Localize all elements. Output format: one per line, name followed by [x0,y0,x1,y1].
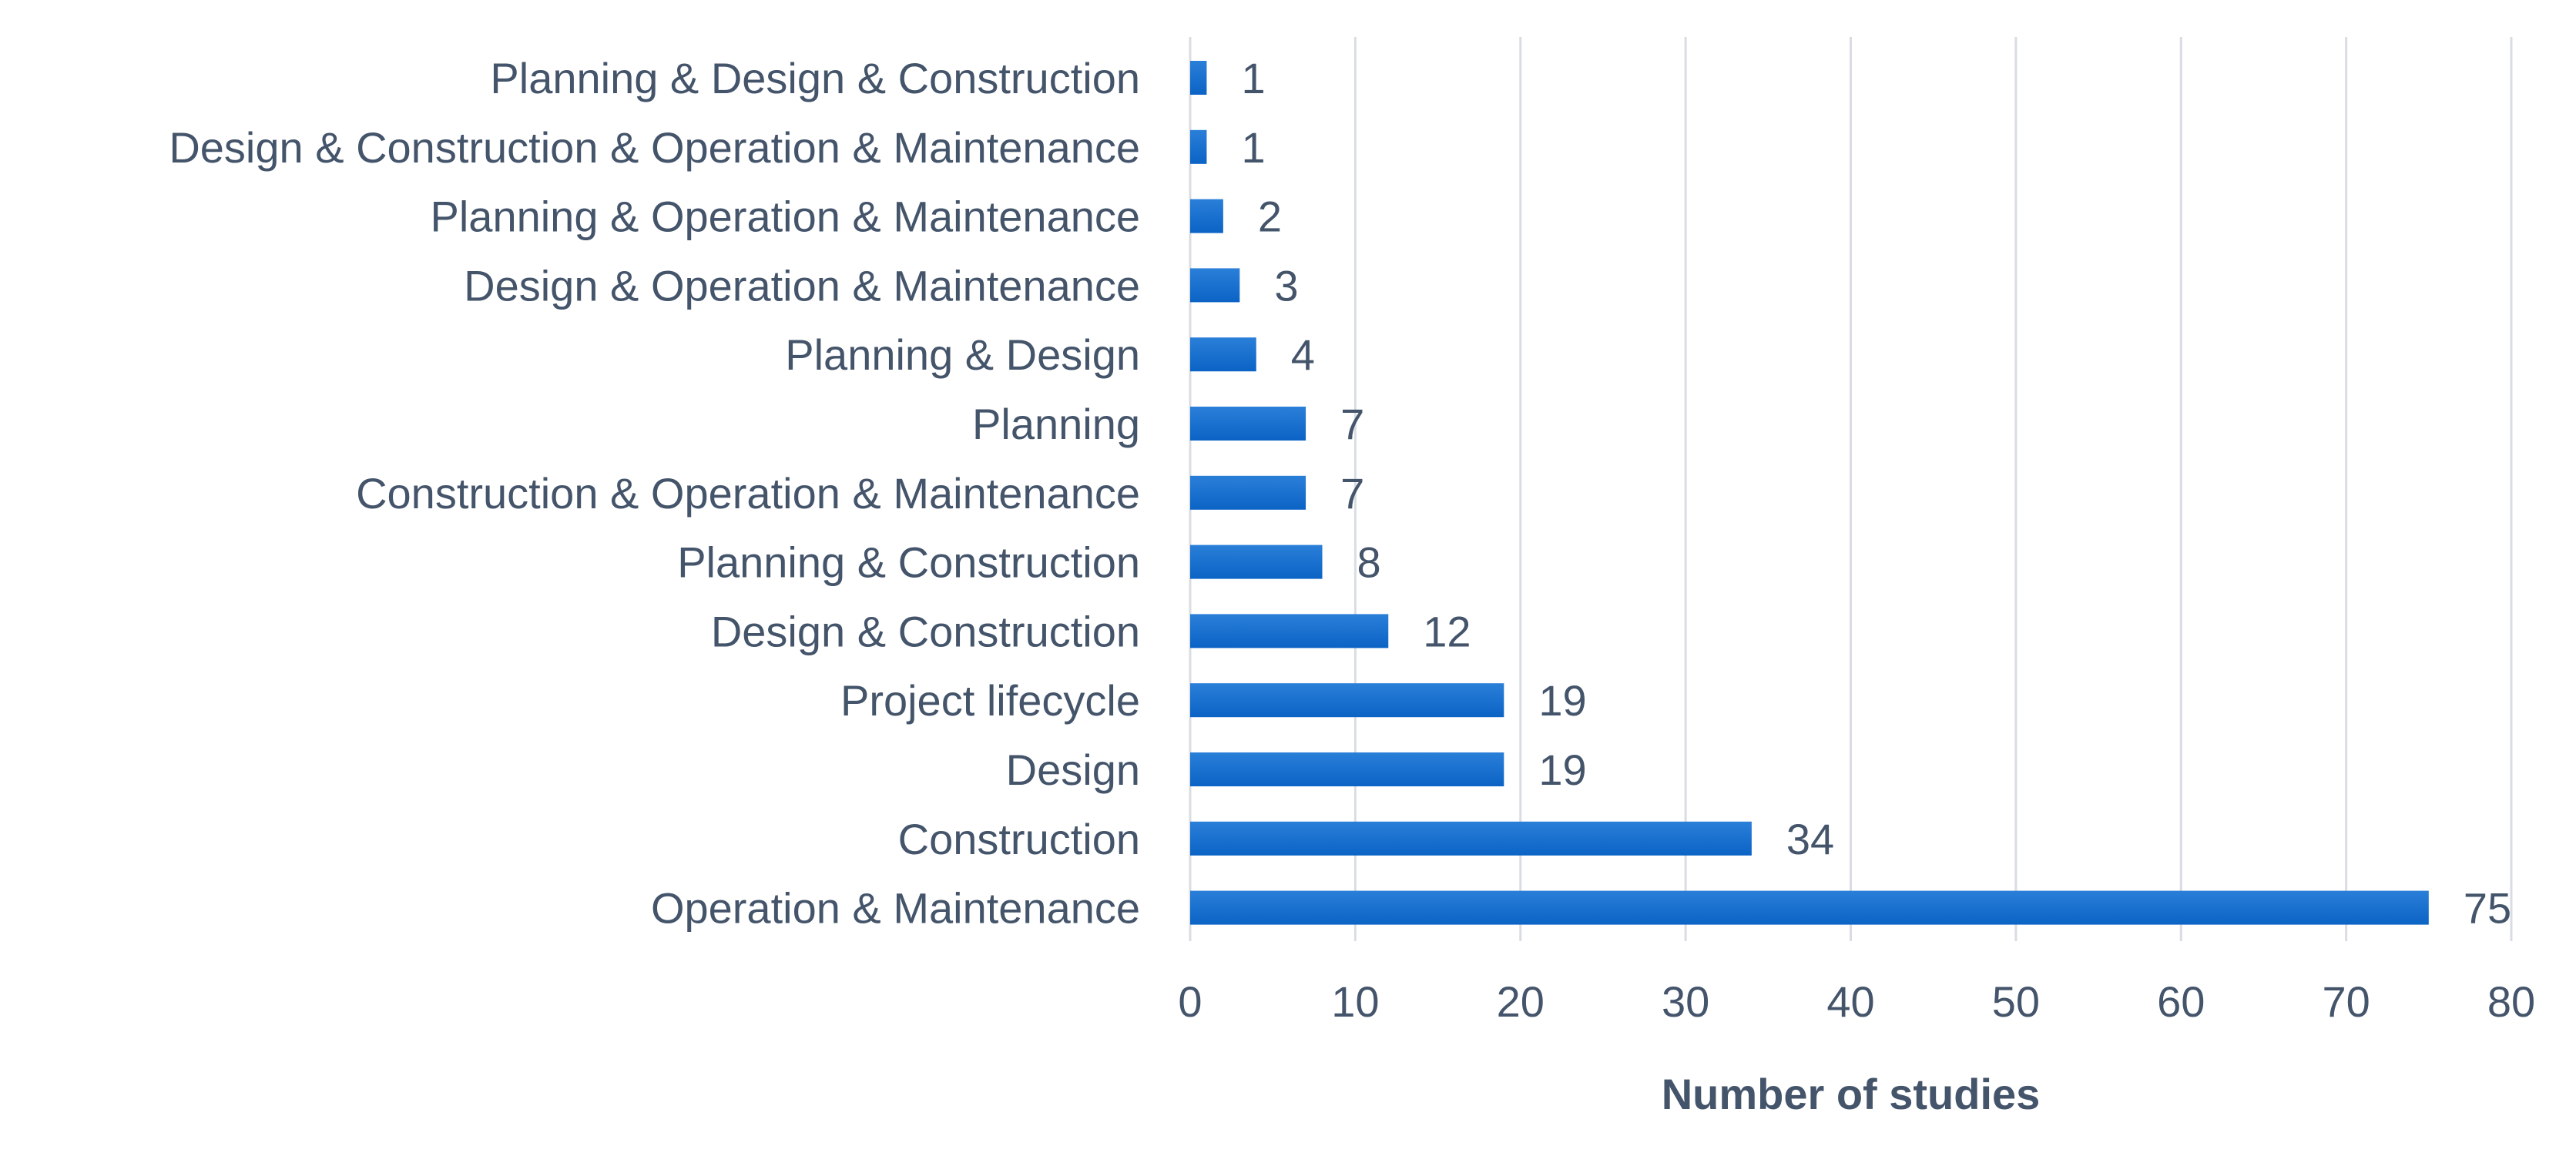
category-label: Design & Construction & Operation & Main… [169,123,1140,172]
x-tick-label: 50 [1992,977,2040,1026]
category-label: Design [1006,746,1140,794]
bar-value-label: 8 [1357,538,1381,587]
x-tick-label: 20 [1497,977,1545,1026]
bar [1190,683,1504,718]
bar [1190,475,1306,510]
bar [1190,337,1256,372]
bar-value-label: 1 [1241,123,1265,172]
category-label: Construction & Operation & Maintenance [356,469,1140,518]
bar-value-label: 4 [1291,330,1315,379]
category-label: Planning & Construction [677,538,1140,587]
x-tick-labels: 0 10 20 30 40 50 60 70 80 [1178,977,2535,1026]
x-tick-label: 70 [2322,977,2370,1026]
category-label: Design & Construction [711,607,1140,655]
bar [1190,614,1389,648]
x-tick-label: 60 [2157,977,2205,1026]
bars [1190,61,2429,925]
x-tick-label: 0 [1178,977,1202,1026]
category-label: Planning & Operation & Maintenance [431,193,1140,241]
bar [1190,752,1504,786]
bar-value-label: 75 [2464,884,2511,933]
bar [1190,199,1223,233]
bar-value-label: 19 [1538,746,1586,794]
x-axis-title: Number of studies [1662,1070,2041,1118]
bar-value-label: 3 [1274,261,1298,310]
category-label: Operation & Maintenance [651,884,1140,933]
x-tick-label: 40 [1826,977,1874,1026]
bar [1190,821,1752,856]
category-label: Construction [898,815,1140,863]
x-tick-label: 80 [2487,977,2535,1026]
bar [1190,890,2429,925]
bar-value-label: 1 [1241,54,1265,102]
x-tick-label: 10 [1331,977,1379,1026]
bar [1190,544,1323,579]
bar-value-label: 34 [1786,815,1834,863]
category-label: Design & Operation & Maintenance [464,261,1140,310]
bar [1190,268,1240,303]
gridlines [1189,37,2513,941]
bar-value-label: 7 [1340,400,1364,448]
bar [1190,61,1207,95]
bar [1190,129,1207,164]
category-label: Planning & Design [785,330,1140,379]
category-label: Planning & Design & Construction [490,54,1140,102]
x-tick-label: 30 [1662,977,1709,1026]
bar-value-label: 12 [1423,607,1471,655]
bar-value-label: 19 [1538,676,1586,725]
bar-value-label: 2 [1258,193,1282,241]
category-label: Planning [972,400,1140,448]
bar [1190,407,1306,441]
category-label: Project lifecycle [840,676,1140,725]
bar-value-label: 7 [1340,469,1364,518]
category-labels: Planning & Design & Construction Design &… [169,54,1140,933]
